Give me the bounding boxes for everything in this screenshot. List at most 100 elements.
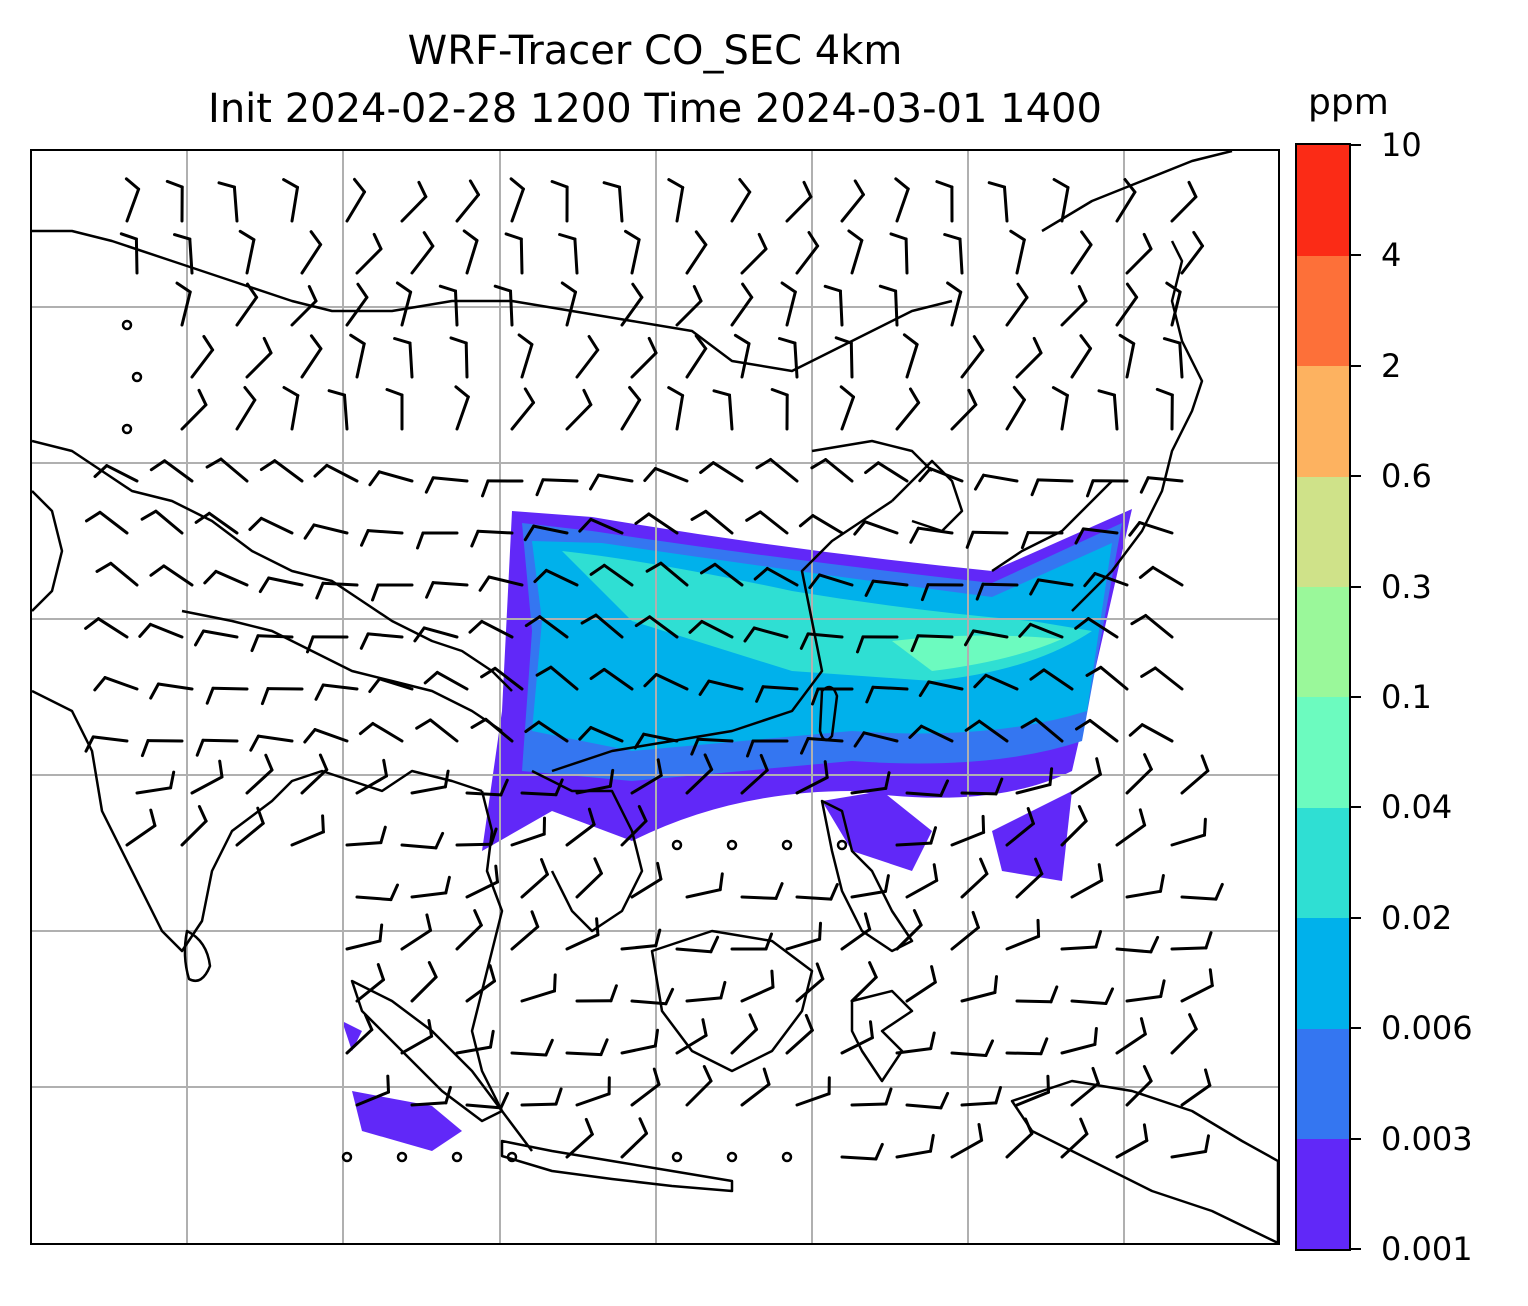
colorbar-segment — [1297, 145, 1349, 256]
wind-barb-shaft — [895, 923, 923, 951]
wind-barb-feather — [1049, 985, 1059, 1004]
wind-barb-shaft — [1036, 478, 1074, 483]
wind-barb-shaft — [109, 561, 139, 587]
wind-barb-shaft — [245, 238, 256, 275]
wind-barb-shaft — [958, 237, 964, 275]
wind-barb-feather — [664, 987, 675, 1006]
wind-barb-feather — [718, 872, 724, 892]
wind-barb-feather — [499, 1091, 510, 1110]
wind-barb-feather — [1020, 531, 1030, 550]
wind-barb-feather — [856, 635, 865, 654]
wind-barb-shaft — [659, 561, 689, 587]
wind-barb-shaft — [465, 880, 499, 899]
wind-barb-feather — [1139, 476, 1150, 494]
wind-barb-shaft — [1170, 833, 1206, 847]
wind-barb-shaft — [1125, 247, 1153, 275]
wind-barb-feather — [946, 281, 963, 294]
wind-barb-feather — [802, 180, 813, 199]
colorbar-tick — [1351, 806, 1361, 809]
wind-barb-shaft — [245, 351, 273, 379]
wind-barb-feather — [327, 389, 346, 397]
wind-barb-shaft — [538, 615, 569, 639]
colorbar-tick — [1351, 364, 1361, 367]
wind-barb-shaft — [785, 1028, 814, 1055]
colorbar-tick — [1351, 254, 1361, 257]
wind-barb-feather — [746, 739, 755, 758]
wind-barb-shaft — [378, 677, 414, 691]
wind-barb-shaft — [410, 975, 438, 1003]
wind-barb-feather — [1192, 230, 1204, 248]
colorbar-segment — [1297, 586, 1349, 698]
wind-barb-shaft — [838, 289, 844, 327]
wind-barb-feather — [449, 336, 468, 345]
wind-barb-shaft — [520, 343, 534, 379]
wind-barb-feather — [313, 463, 329, 478]
wind-barb-feather — [807, 231, 820, 248]
wind-barb-feather — [652, 1067, 661, 1086]
wind-barb-feather — [829, 883, 839, 901]
wind-barb-shaft — [290, 830, 325, 847]
wind-barb-feather — [1208, 968, 1214, 988]
wind-barb-shaft — [950, 1138, 984, 1159]
wind-barb-shaft — [1151, 565, 1184, 587]
plume-patch-east — [992, 791, 1072, 881]
wind-barb-shaft — [620, 944, 658, 951]
wind-barb-shaft — [849, 341, 854, 379]
wind-barb-feather — [759, 753, 769, 772]
wind-barb-feather — [195, 738, 205, 757]
coastline-sumatra — [350, 979, 504, 1123]
wind-barb-feather — [745, 510, 762, 522]
wind-barb-feather — [262, 336, 273, 355]
wind-barb-feather — [173, 233, 192, 241]
wind-barb-feather — [256, 806, 265, 825]
wind-barb-feather — [250, 634, 260, 653]
wind-barb-shaft — [455, 395, 470, 431]
wind-barb-shaft — [700, 620, 734, 639]
wind-barb-feather — [425, 581, 435, 599]
wind-barb-shaft — [400, 1034, 434, 1055]
wind-barb-shaft — [493, 666, 524, 691]
colorbar-unit-label: ppm — [1308, 82, 1389, 123]
wind-barb-feather — [84, 735, 95, 753]
wind-barb-shaft — [704, 509, 734, 535]
wind-barb-feather — [1077, 805, 1088, 823]
wind-barb-shaft — [267, 576, 304, 587]
wind-barb-feather — [703, 753, 714, 771]
wind-barb-shaft — [1070, 1081, 1100, 1107]
wind-barb-shaft — [256, 734, 294, 743]
wind-barb-shaft — [1125, 995, 1163, 1003]
wind-barb-shaft — [1125, 342, 1136, 379]
wind-barb-shaft — [904, 237, 909, 275]
wind-barb-feather — [1026, 807, 1035, 826]
wind-barb-feather — [1077, 285, 1088, 303]
wind-barb-shaft — [290, 394, 300, 431]
wind-barb-shaft — [549, 665, 579, 691]
wind-barb-shaft — [290, 185, 299, 223]
wind-barb-feather — [834, 336, 853, 345]
wind-barb-feather — [939, 1091, 950, 1110]
wind-barb-shaft — [895, 1047, 933, 1055]
tracer-plume — [342, 509, 1132, 1151]
wind-barb-feather — [1018, 622, 1032, 638]
wind-barb-shaft — [711, 461, 744, 483]
wind-barb-shaft — [685, 888, 722, 899]
coastline-sulawesi — [850, 989, 914, 1083]
wind-barb-shaft — [950, 1051, 988, 1057]
wind-barb-feather — [282, 386, 300, 397]
wind-barb-feather — [1097, 389, 1116, 397]
wind-barb-feather — [386, 1074, 390, 1094]
wind-barb-shaft — [520, 1102, 558, 1107]
wind-barb-shaft — [895, 841, 933, 847]
wind-barb-shaft — [740, 342, 751, 379]
wind-barb-shaft — [862, 731, 899, 743]
wind-barb-shaft — [148, 622, 184, 639]
wind-barb-feather — [382, 758, 388, 778]
wind-barb-feather — [667, 386, 685, 397]
wind-barb-feather — [493, 284, 512, 293]
wind-barb-shaft — [1115, 295, 1139, 327]
wind-barb-shaft — [300, 768, 329, 795]
wind-barb-feather — [264, 753, 274, 772]
wind-barb-feather — [307, 285, 318, 303]
wind-barb-feather — [1095, 757, 1102, 776]
wind-barb-shaft — [156, 682, 194, 691]
